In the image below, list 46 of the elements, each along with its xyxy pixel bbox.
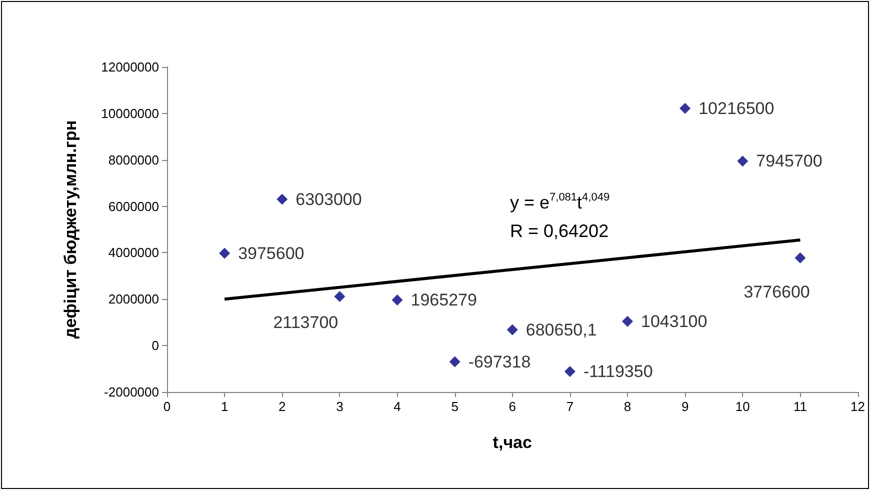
y-tick-label: 12000000: [101, 60, 159, 74]
data-label: 6303000: [296, 190, 362, 209]
data-label: -697318: [468, 352, 531, 372]
x-tick-label: 8: [624, 399, 632, 414]
y-tick-label: 4000000: [108, 245, 159, 260]
point: [680, 102, 691, 114]
y-tick-label: 6000000: [108, 198, 159, 214]
x-tick-label: 5: [451, 399, 458, 414]
y-axis-title: дефіцит бюджету,млн.грн: [61, 120, 80, 339]
point: [506, 324, 518, 336]
annotation: R = 0,64202: [510, 221, 609, 241]
x-axis-title: t,час: [492, 433, 532, 452]
y-tick-label: -2000000: [104, 384, 159, 400]
data-label: 3975600: [238, 244, 304, 263]
data-label: 1965279: [410, 290, 477, 310]
data-label: 10216500: [698, 98, 774, 118]
x-tick-label: 6: [508, 399, 516, 414]
point: [449, 356, 460, 368]
point: [392, 294, 403, 306]
data-label: -1119350: [583, 362, 653, 382]
x-tick-label: 2: [278, 399, 286, 414]
data-label: 1043100: [641, 312, 708, 331]
data-label: 2113700: [273, 313, 338, 332]
point: [737, 156, 748, 167]
point: [219, 248, 230, 259]
point: [334, 291, 346, 302]
point: [276, 194, 288, 205]
y-tick-label: 10000000: [101, 106, 159, 121]
point: [622, 316, 634, 327]
x-tick-label: 0: [163, 399, 171, 414]
x-tick-label: 1: [220, 399, 228, 414]
x-tick-label: 4: [394, 399, 401, 414]
y-tick-label: 0: [152, 338, 159, 354]
point: [794, 252, 806, 264]
x-tick-label: 12: [850, 399, 866, 414]
x-tick-label: 11: [793, 399, 807, 414]
x-tick-label: 10: [735, 399, 750, 414]
data-label: 7945700: [756, 152, 822, 171]
data-label: 680650,1: [526, 320, 597, 340]
point: [564, 366, 576, 378]
x-tick-label: 9: [681, 399, 689, 414]
y-tick-label: 2000000: [108, 292, 159, 307]
x-tick-label: 7: [566, 399, 574, 414]
data-label: 3776600: [744, 282, 810, 302]
x-tick-label: 3: [336, 399, 344, 414]
y-tick-label: 8000000: [108, 152, 159, 168]
